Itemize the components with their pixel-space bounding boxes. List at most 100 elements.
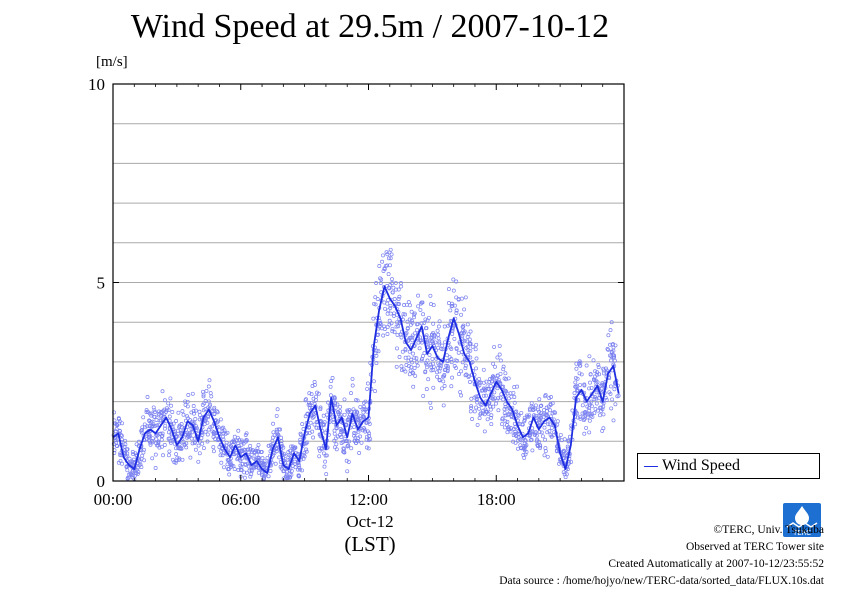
raw-sample-point: [356, 418, 361, 423]
raw-sample-point: [483, 388, 488, 393]
raw-sample-point: [472, 409, 477, 414]
raw-sample-point: [347, 408, 352, 413]
raw-sample-point: [535, 442, 540, 447]
raw-sample-point: [410, 333, 415, 338]
raw-sample-point: [588, 380, 592, 385]
created-text: Created Automatically at 2007-10-12/23:5…: [608, 558, 824, 570]
raw-sample-point: [520, 422, 525, 427]
raw-sample-point: [587, 430, 592, 435]
raw-sample-point: [539, 411, 544, 416]
raw-sample-point: [134, 442, 139, 447]
raw-sample-point: [372, 301, 376, 306]
raw-sample-point: [424, 326, 429, 331]
raw-sample-point: [523, 438, 528, 443]
x-axis-date-label: Oct-12: [346, 512, 394, 531]
raw-sample-point: [390, 326, 395, 331]
raw-sample-point: [186, 416, 190, 421]
raw-sample-point: [172, 460, 177, 465]
raw-sample-point: [585, 412, 590, 417]
x-tick-label: 12:00: [349, 490, 388, 509]
raw-sample-point: [148, 442, 153, 447]
raw-sample-point: [114, 443, 119, 448]
raw-sample-point: [212, 405, 217, 410]
raw-sample-point: [139, 428, 144, 433]
raw-sample-point: [357, 451, 362, 455]
raw-sample-point: [446, 287, 451, 292]
raw-sample-point: [522, 415, 527, 420]
raw-sample-point: [293, 465, 298, 470]
raw-sample-point: [145, 395, 150, 399]
raw-sample-point: [582, 431, 587, 436]
raw-sample-point: [247, 468, 252, 473]
raw-sample-point: [438, 366, 443, 371]
raw-sample-point: [296, 473, 301, 478]
raw-sample-point: [593, 369, 598, 374]
raw-sample-point: [297, 463, 301, 468]
raw-sample-point: [496, 408, 501, 413]
raw-sample-point: [122, 448, 127, 453]
raw-sample-point: [463, 295, 468, 300]
raw-sample-point: [538, 415, 543, 420]
raw-sample-point: [544, 405, 549, 410]
raw-sample-point: [435, 328, 440, 333]
raw-sample-point: [587, 405, 591, 410]
raw-sample-point: [244, 438, 249, 442]
raw-sample-point: [584, 363, 589, 368]
raw-sample-point: [307, 424, 311, 429]
raw-sample-point: [210, 408, 215, 413]
raw-sample-point: [235, 457, 240, 462]
raw-sample-point: [346, 459, 351, 464]
raw-sample-point: [212, 411, 217, 416]
raw-sample-point: [256, 455, 261, 460]
raw-sample-point: [277, 455, 282, 460]
raw-sample-point: [154, 437, 159, 442]
raw-sample-point: [271, 421, 276, 426]
raw-sample-point: [228, 443, 233, 448]
raw-sample-point: [193, 417, 198, 421]
raw-sample-point: [588, 412, 593, 417]
raw-sample-point: [144, 437, 149, 442]
raw-sample-point: [361, 426, 366, 431]
raw-sample-point: [390, 277, 394, 282]
raw-sample-point: [177, 445, 182, 450]
raw-sample-point: [310, 429, 315, 434]
raw-sample-point: [491, 374, 495, 379]
raw-sample-point: [527, 434, 532, 438]
raw-sample-point: [378, 281, 383, 286]
raw-sample-point: [420, 357, 424, 361]
raw-sample-point: [256, 456, 261, 461]
raw-sample-point: [579, 372, 584, 377]
raw-sample-point: [150, 456, 155, 461]
raw-sample-point: [592, 411, 597, 416]
raw-sample-point: [289, 468, 294, 473]
raw-sample-point: [307, 400, 311, 405]
raw-sample-point: [125, 454, 130, 459]
raw-sample-point: [139, 465, 144, 470]
raw-sample-point: [279, 435, 284, 440]
raw-sample-point: [342, 397, 347, 402]
raw-sample-point: [494, 376, 499, 381]
raw-sample-point: [162, 398, 167, 403]
raw-sample-point: [205, 439, 210, 444]
raw-sample-point: [546, 422, 551, 427]
raw-sample-point: [553, 410, 558, 415]
raw-sample-point: [459, 331, 464, 336]
raw-sample-point: [480, 411, 485, 416]
raw-sample-point: [154, 441, 159, 446]
raw-sample-point: [298, 467, 302, 472]
raw-sample-point: [431, 330, 436, 335]
raw-sample-point: [612, 387, 617, 392]
raw-sample-point: [397, 355, 402, 359]
raw-sample-point: [352, 425, 357, 430]
raw-sample-point: [609, 406, 614, 411]
raw-sample-point: [416, 293, 421, 298]
raw-sample-point: [376, 349, 381, 354]
raw-sample-point: [574, 366, 579, 371]
raw-sample-point: [588, 372, 593, 377]
raw-sample-point: [604, 398, 609, 402]
raw-sample-point: [309, 392, 314, 397]
raw-sample-point: [468, 380, 472, 384]
raw-sample-point: [601, 368, 606, 373]
raw-sample-point: [555, 422, 560, 427]
raw-sample-point: [125, 451, 130, 456]
